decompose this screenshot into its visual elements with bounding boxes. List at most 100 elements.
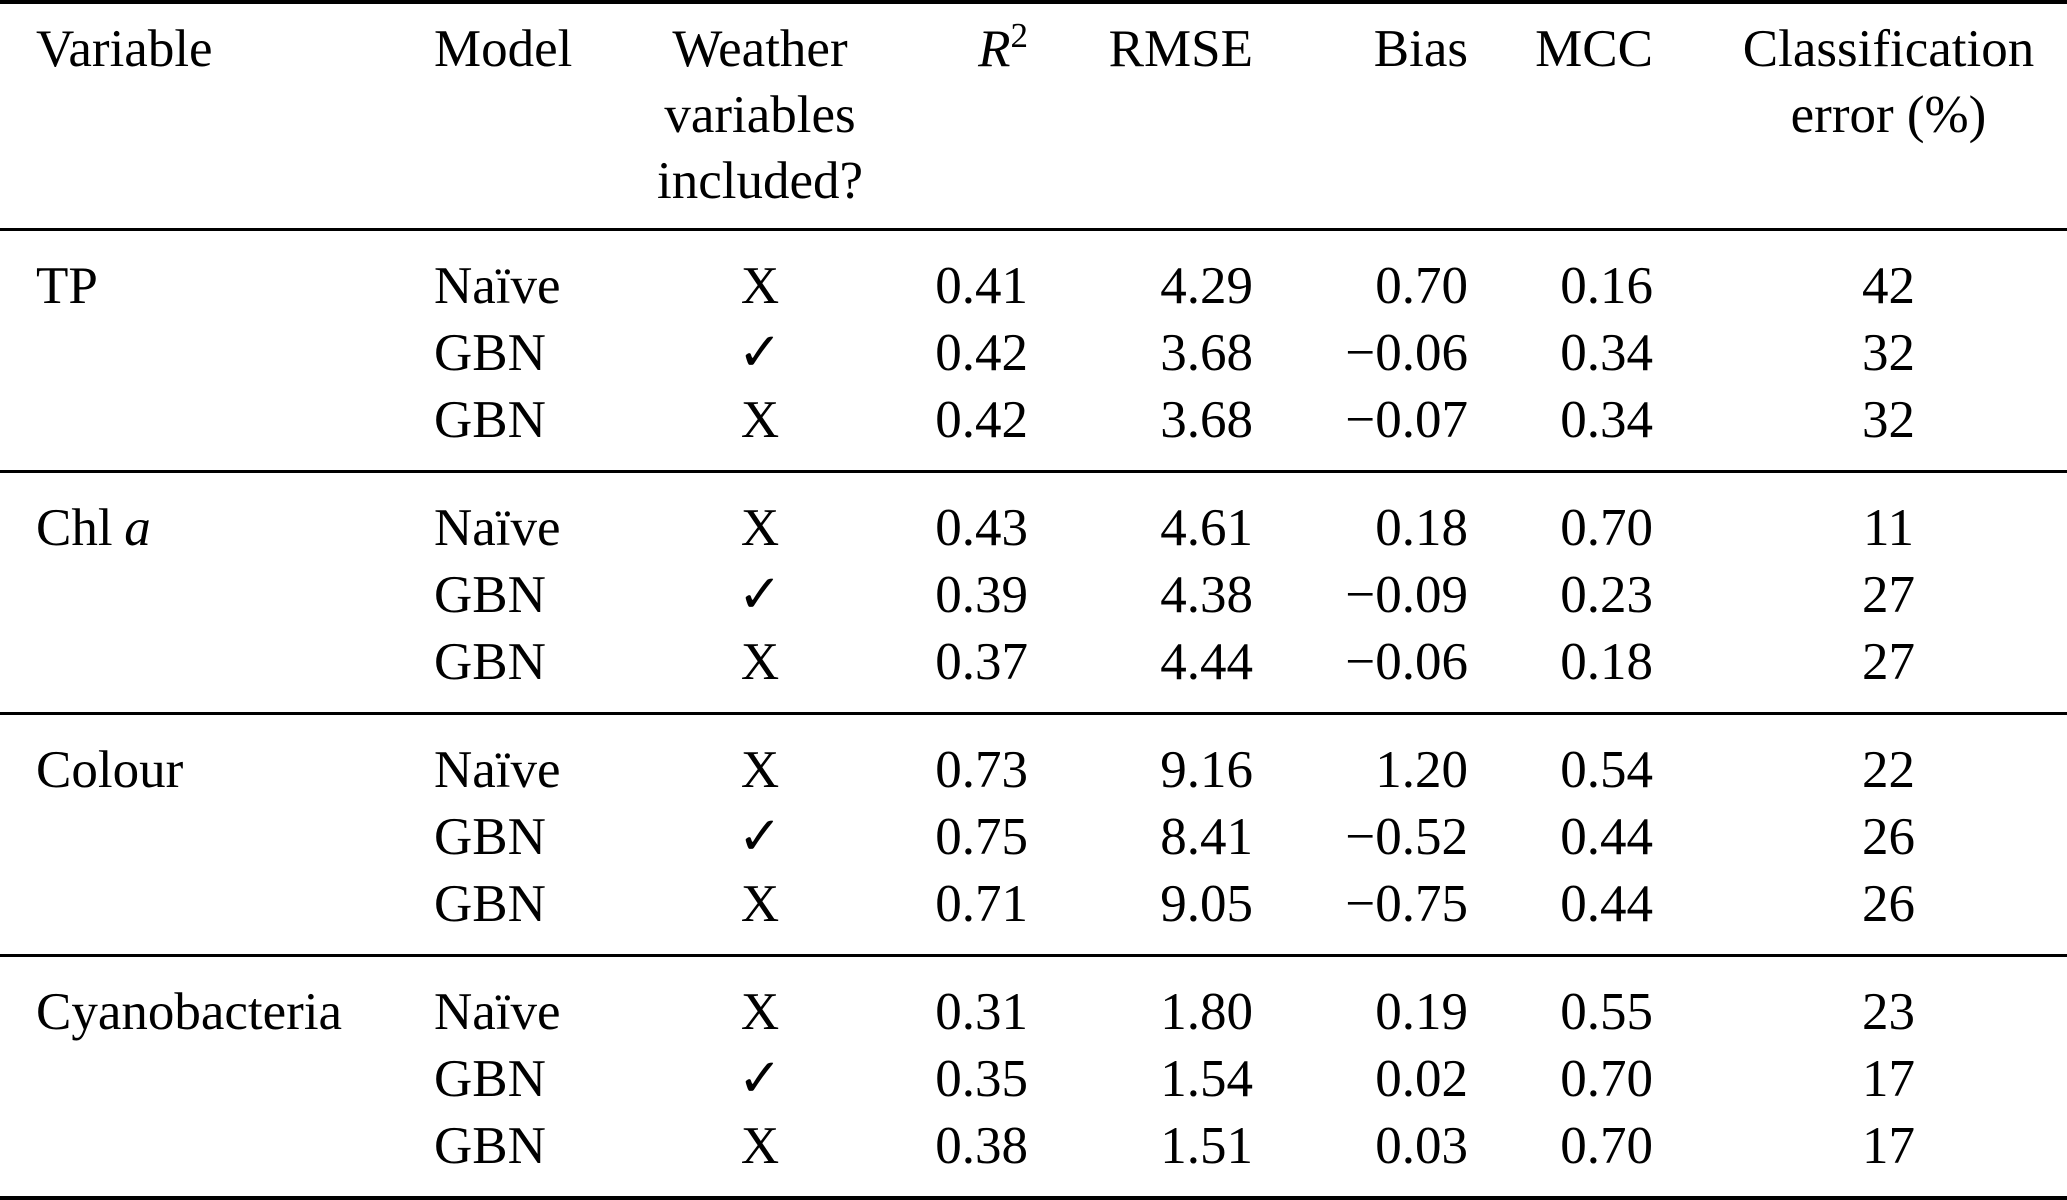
header-classification-line1: Classification xyxy=(1742,20,2035,78)
weather-cell: X xyxy=(635,714,885,805)
model-cell: GBN xyxy=(434,391,546,449)
bias-cell: 0.18 xyxy=(1375,499,1468,557)
bias-cell: −0.06 xyxy=(1345,633,1468,691)
mcc-cell: 0.23 xyxy=(1560,566,1653,624)
rmse-cell: 1.80 xyxy=(1160,983,1253,1041)
variable-cell: Chl a xyxy=(0,472,420,563)
header-weather-line2: variables xyxy=(664,86,856,144)
check-icon: ✓ xyxy=(737,808,783,866)
variable-cell xyxy=(0,1046,420,1113)
rmse-cell: 9.05 xyxy=(1160,875,1253,933)
bias-cell: −0.52 xyxy=(1345,808,1468,866)
weather-cell: ✓ xyxy=(635,804,885,871)
mcc-cell: 0.16 xyxy=(1560,257,1653,315)
header-model: Model xyxy=(420,2,635,230)
weather-cell: X xyxy=(635,629,885,714)
r-squared-cell: 0.41 xyxy=(935,257,1028,315)
x-mark-icon: X xyxy=(740,983,780,1041)
variable-cell xyxy=(0,562,420,629)
rmse-cell: 3.68 xyxy=(1160,324,1253,382)
classification-error-cell: 32 xyxy=(1862,391,1915,449)
classification-error-cell: 42 xyxy=(1862,257,1915,315)
header-weather-line3: included? xyxy=(656,152,864,210)
variable-cell xyxy=(0,804,420,871)
classification-error-cell: 17 xyxy=(1862,1050,1915,1108)
variable-label: TP xyxy=(36,257,98,315)
mcc-cell: 0.54 xyxy=(1560,741,1653,799)
model-cell: Naïve xyxy=(434,741,561,799)
weather-cell: ✓ xyxy=(635,562,885,629)
header-model-label: Model xyxy=(434,20,573,78)
mcc-cell: 0.34 xyxy=(1560,391,1653,449)
variable-cell xyxy=(0,387,420,472)
model-cell: GBN xyxy=(434,633,546,691)
r-squared-cell: 0.39 xyxy=(935,566,1028,624)
header-r-squared: R2 xyxy=(885,2,1030,230)
variable-cell xyxy=(0,871,420,956)
rmse-cell: 4.61 xyxy=(1160,499,1253,557)
mcc-cell: 0.34 xyxy=(1560,324,1653,382)
rmse-cell: 8.41 xyxy=(1160,808,1253,866)
mcc-cell: 0.70 xyxy=(1560,1117,1653,1175)
table-row: TP Naïve X 0.41 4.29 0.70 0.16 42 xyxy=(0,230,2067,321)
mcc-cell: 0.70 xyxy=(1560,499,1653,557)
variable-cell xyxy=(0,629,420,714)
table-row: GBN ✓ 0.35 1.54 0.02 0.70 17 xyxy=(0,1046,2067,1113)
rmse-cell: 1.51 xyxy=(1160,1117,1253,1175)
model-cell: Naïve xyxy=(434,257,561,315)
check-icon: ✓ xyxy=(737,1050,783,1108)
model-cell: GBN xyxy=(434,1117,546,1175)
header-variable-label: Variable xyxy=(36,20,213,78)
table-row: Cyanobacteria Naïve X 0.31 1.80 0.19 0.55 23 xyxy=(0,956,2067,1047)
header-classification-line2: error (%) xyxy=(1790,86,1987,144)
weather-cell: X xyxy=(635,1113,885,1198)
table-row: GBN X 0.42 3.68 −0.07 0.34 32 xyxy=(0,387,2067,472)
header-rmse: RMSE xyxy=(1108,20,1253,78)
bias-cell: −0.09 xyxy=(1345,566,1468,624)
model-cell: GBN xyxy=(434,324,546,382)
header-weather-variables: Weather variables included? xyxy=(635,2,885,230)
bias-cell: 0.19 xyxy=(1375,983,1468,1041)
variable-label: Cyanobacteria xyxy=(36,983,343,1041)
r-squared-cell: 0.42 xyxy=(935,391,1028,449)
r-squared-cell: 0.73 xyxy=(935,741,1028,799)
x-mark-icon: X xyxy=(740,875,780,933)
model-cell: Naïve xyxy=(434,499,561,557)
header-variable: Variable xyxy=(0,2,420,230)
header-row: Variable Model Weather variables include… xyxy=(0,2,2067,230)
r-squared-cell: 0.31 xyxy=(935,983,1028,1041)
model-cell: GBN xyxy=(434,1050,546,1108)
mcc-cell: 0.44 xyxy=(1560,808,1653,866)
group-cyanobacteria: Cyanobacteria Naïve X 0.31 1.80 0.19 0.55 23 GBN… xyxy=(0,955,2067,1199)
header-r-squared-base: R xyxy=(978,20,1011,78)
r-squared-cell: 0.35 xyxy=(935,1050,1028,1108)
weather-cell: X xyxy=(635,472,885,563)
rmse-cell: 1.54 xyxy=(1160,1050,1253,1108)
table-row: GBN ✓ 0.42 3.68 −0.06 0.34 32 xyxy=(0,320,2067,387)
bias-cell: −0.06 xyxy=(1345,324,1468,382)
variable-cell xyxy=(0,320,420,387)
weather-cell: X xyxy=(635,956,885,1047)
bias-cell: −0.07 xyxy=(1345,391,1468,449)
table-row: Colour Naïve X 0.73 9.16 1.20 0.54 22 xyxy=(0,714,2067,805)
variable-cell: Colour xyxy=(0,714,420,805)
rmse-cell: 4.29 xyxy=(1160,257,1253,315)
rmse-cell: 4.38 xyxy=(1160,566,1253,624)
check-icon: ✓ xyxy=(737,324,783,382)
table-row: GBN X 0.38 1.51 0.03 0.70 17 xyxy=(0,1113,2067,1198)
rmse-cell: 9.16 xyxy=(1160,741,1253,799)
model-cell: GBN xyxy=(434,808,546,866)
header-weather-line1: Weather xyxy=(672,20,848,78)
weather-cell: ✓ xyxy=(635,320,885,387)
bias-cell: 0.03 xyxy=(1375,1117,1468,1175)
rmse-cell: 3.68 xyxy=(1160,391,1253,449)
group-tp: TP Naïve X 0.41 4.29 0.70 0.16 42 GBN ✓ 0.42 3.68 −0… xyxy=(0,230,2067,472)
x-mark-icon: X xyxy=(740,1117,780,1175)
weather-cell: X xyxy=(635,387,885,472)
model-cell: GBN xyxy=(434,566,546,624)
table-row: GBN X 0.71 9.05 −0.75 0.44 26 xyxy=(0,871,2067,956)
header-classification-error: Classification error (%) xyxy=(1655,2,2067,230)
variable-cell: Cyanobacteria xyxy=(0,956,420,1047)
variable-label-italic: a xyxy=(124,499,151,557)
x-mark-icon: X xyxy=(740,257,780,315)
